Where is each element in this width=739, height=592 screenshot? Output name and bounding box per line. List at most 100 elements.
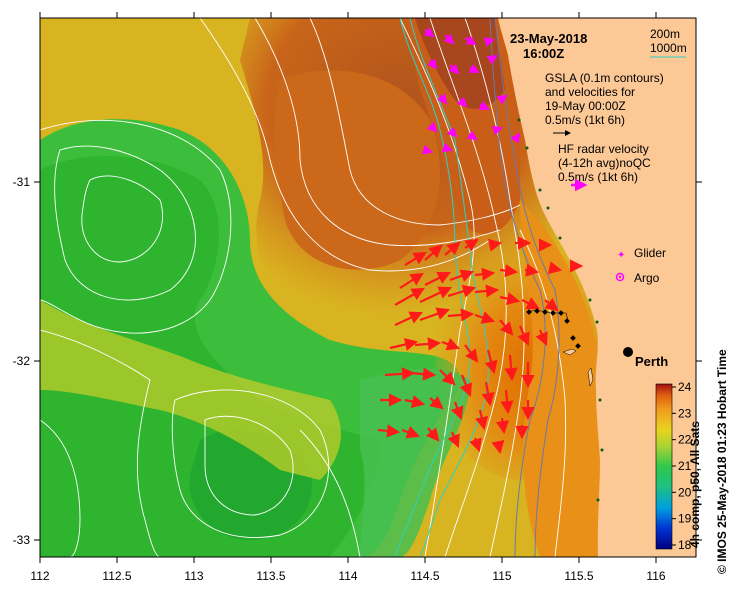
colorbar-tick-label: 20 <box>678 485 692 499</box>
gsla-vector <box>426 121 438 133</box>
warm-offshore-lobe <box>274 70 440 270</box>
hf-vector <box>409 367 437 381</box>
colorbar-tick-label: 22 <box>678 433 692 447</box>
x-tick-label: 115.5 <box>564 569 593 583</box>
map-date: 23-May-2018 <box>510 31 587 46</box>
legend-200m: 200m <box>650 27 680 41</box>
hf-vector <box>441 337 461 351</box>
hf-vector <box>535 329 548 347</box>
hf-vector <box>504 354 518 382</box>
colorbar-tick-label: 24 <box>678 380 692 394</box>
legend-gsla-scale: 0.5m/s (1kt 6h) <box>545 113 625 127</box>
x-tick-label: 114.5 <box>410 569 439 583</box>
depth-1000-contour <box>394 18 471 557</box>
y-axis: -31 -32 -33 <box>13 175 702 547</box>
hf-vector <box>384 367 416 381</box>
hf-vector <box>399 272 424 289</box>
colorbar-tick-label: 21 <box>678 459 692 473</box>
hf-vector <box>474 284 500 298</box>
gsla-vector <box>491 125 503 136</box>
x-tick-label: 113 <box>184 569 203 583</box>
gsla-vector <box>423 27 435 38</box>
hf-vector <box>419 307 451 322</box>
y-tick-label: -33 <box>13 533 31 547</box>
x-tick-label: 113.5 <box>256 569 285 583</box>
glider-star-icon: ✦ <box>617 250 625 261</box>
legend-argo: Argo <box>634 271 660 285</box>
colorbar: 24 23 22 21 20 19 18 4h comp, p50, All Sats <box>655 380 702 552</box>
plot-frame <box>39 17 697 558</box>
land-mass <box>498 18 696 557</box>
hf-vector <box>447 308 475 322</box>
legend-glider: Glider <box>634 246 666 260</box>
colorbar-label: 4h comp, p50, All Sats <box>688 421 702 548</box>
hf-vector <box>449 269 475 282</box>
hf-vector <box>474 311 496 324</box>
garden-island <box>587 367 594 387</box>
map-legend: 200m 1000m GSLA (0.1m contours) and velo… <box>545 27 687 285</box>
hf-vector <box>401 425 421 439</box>
hf-vector <box>447 431 460 449</box>
hf-vector <box>394 287 425 306</box>
hf-vector <box>450 401 464 421</box>
hf-vector <box>517 325 530 347</box>
hf-vector <box>481 381 495 407</box>
hf-vector <box>499 319 514 336</box>
hf-vector <box>491 439 505 455</box>
warm-shelf-band <box>520 200 603 557</box>
x-axis: 112 112.5 113 113.5 114 114.5 115 115.5 116 <box>30 12 666 583</box>
gsla-vector <box>446 126 458 138</box>
hf-vector <box>447 284 477 298</box>
cool-shelf-intrusion <box>360 368 470 557</box>
hf-vector <box>414 337 442 351</box>
transition-band <box>40 300 341 480</box>
credit-text: © IMOS 25-May-2018 01:23 Hobart Time <box>715 349 729 574</box>
legend-1000m: 1000m <box>650 41 687 55</box>
hf-vector <box>429 395 444 410</box>
hf-vector <box>444 241 461 256</box>
legend-gsla-1: GSLA (0.1m contours) <box>545 71 664 85</box>
y-tick-label: -31 <box>13 175 31 189</box>
hf-vector <box>424 244 443 261</box>
hf-vector <box>389 338 419 351</box>
legend-hf-1: HF radar velocity <box>558 142 649 156</box>
legend-gsla-3: 19-May 00:00Z <box>545 99 626 113</box>
hf-radar-vectors <box>377 236 584 455</box>
x-tick-label: 116 <box>646 569 665 583</box>
x-tick-label: 112 <box>30 569 49 583</box>
hf-vector <box>394 311 423 326</box>
hf-vector <box>464 344 479 363</box>
gsla-vector <box>510 132 521 144</box>
perth-label: Perth <box>635 354 668 369</box>
argo-dot-icon <box>618 275 622 279</box>
hf-vector <box>469 437 482 453</box>
colorbar-tick-label: 18 <box>678 538 692 552</box>
legend-hf-2: (4-12h avg)noQC <box>558 156 651 170</box>
hf-vector <box>544 297 559 312</box>
gsla-vector <box>437 93 448 105</box>
hf-vector <box>500 389 514 415</box>
map-plot-area <box>40 18 696 557</box>
gsla-vector <box>456 96 468 108</box>
colorbar-tick-label: 19 <box>678 512 692 526</box>
map-time: 16:00Z <box>523 46 564 61</box>
hf-vector <box>474 267 496 281</box>
colorbar-ticks: 24 23 22 21 20 19 18 <box>672 380 692 552</box>
gsla-vector <box>468 63 480 73</box>
hf-vector <box>425 427 440 442</box>
hf-vector <box>377 424 401 438</box>
y-tick-label: -32 <box>13 354 31 368</box>
depth-200-contour <box>489 18 546 557</box>
hf-vector <box>459 374 473 398</box>
hf-vector <box>499 264 519 278</box>
hf-vector <box>419 286 452 303</box>
hf-vector <box>495 417 509 435</box>
depth-200-contour-2 <box>494 18 560 557</box>
gsla-vector <box>441 142 453 153</box>
depth-1000-contour-2 <box>409 18 489 557</box>
legend-gsla-2: and velocities for <box>545 85 635 99</box>
hf-vector <box>484 349 498 375</box>
bathymetry-contours <box>394 18 560 557</box>
x-tick-label: 114 <box>338 569 357 583</box>
gsla-velocity-vectors <box>421 27 521 155</box>
